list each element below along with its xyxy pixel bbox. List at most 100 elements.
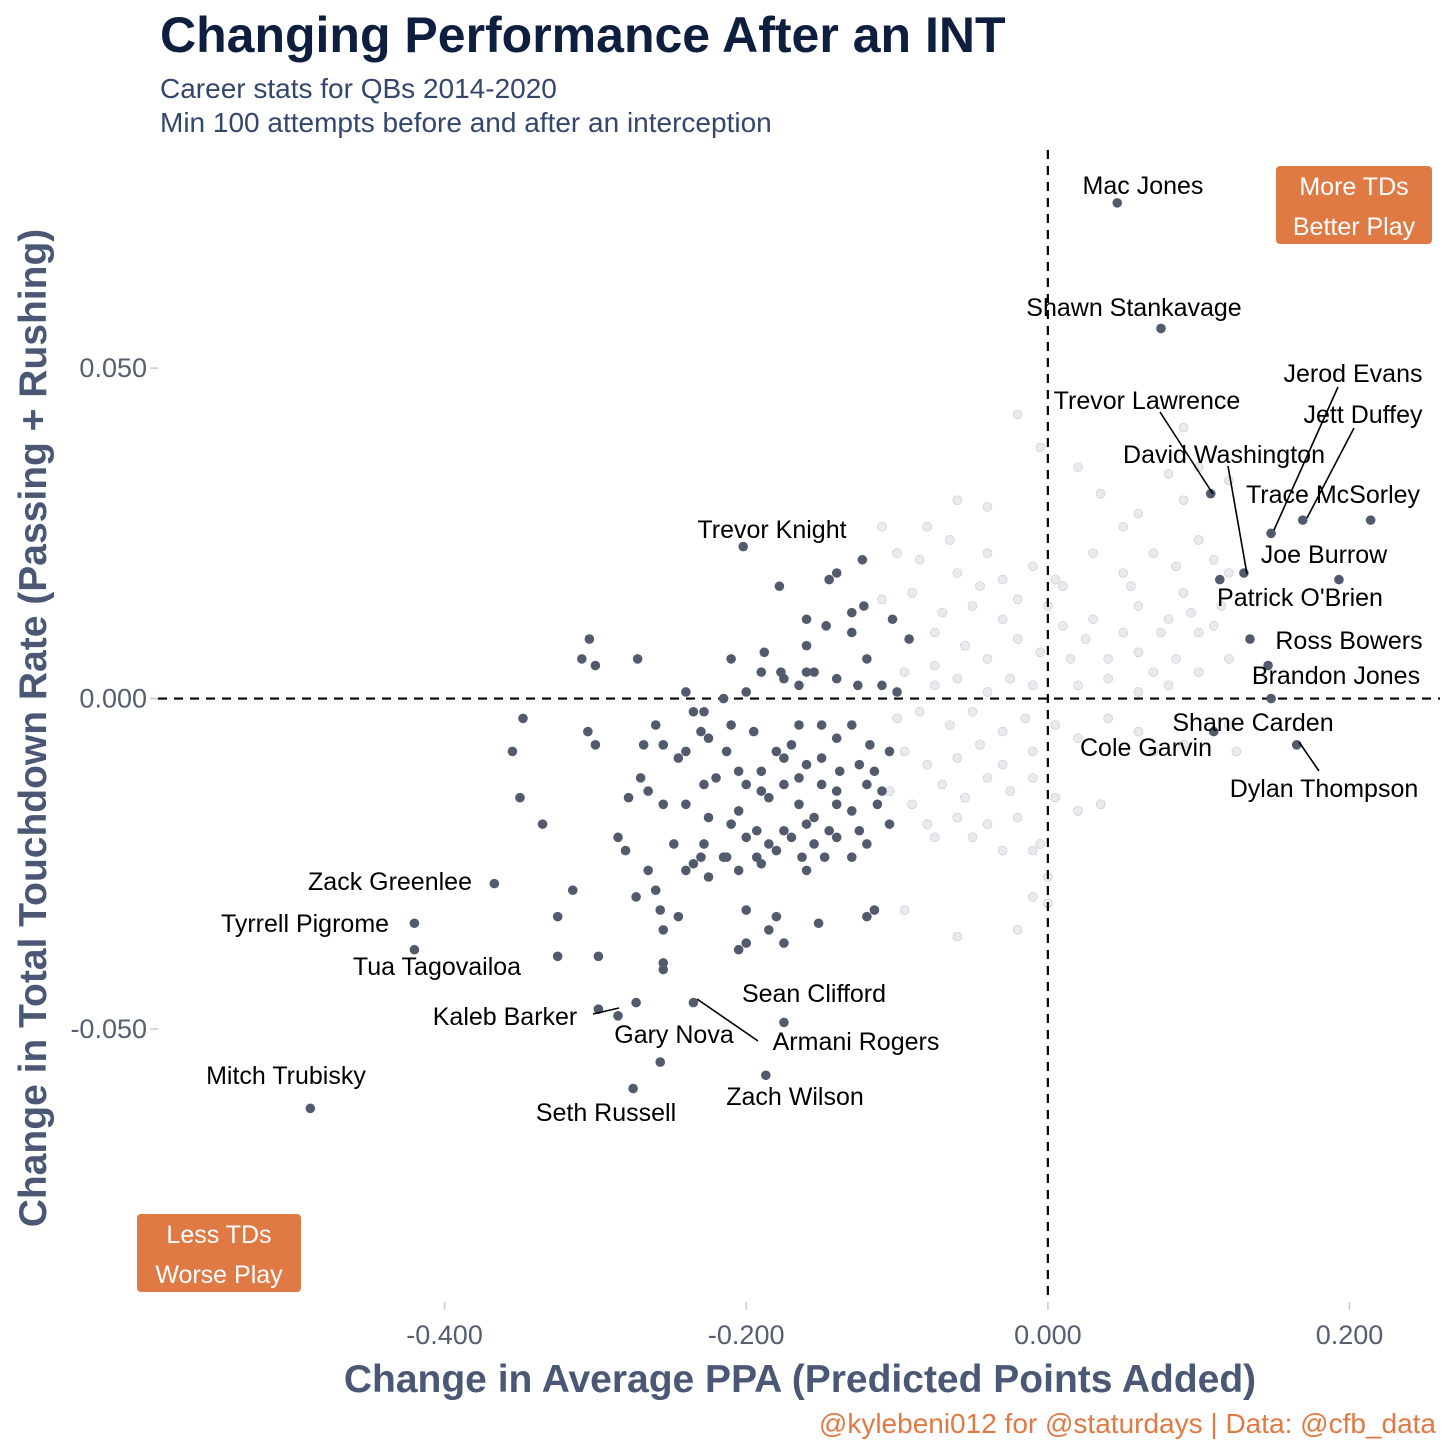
highlighted-point: [846, 806, 857, 816]
faded-point: [1148, 548, 1159, 558]
highlighted-point: [669, 839, 679, 849]
faded-point: [952, 812, 963, 823]
point-label: Seth Russell: [536, 1099, 676, 1127]
faded-point: [1216, 601, 1227, 611]
highlighted-point: [824, 574, 834, 585]
faded-point: [997, 726, 1008, 737]
faded-point: [1073, 462, 1083, 473]
label-leader-line: [1273, 386, 1339, 531]
point-label: Zack Greenlee: [308, 868, 472, 896]
highlighted-point: [774, 581, 785, 592]
point-label: Ross Bowers: [1275, 627, 1422, 655]
highlighted-point: [643, 865, 653, 876]
labeled-point: [613, 1011, 623, 1021]
faded-point: [1012, 812, 1023, 823]
highlighted-point: [699, 839, 709, 849]
highlighted-point: [846, 852, 857, 862]
highlighted-point: [658, 740, 669, 750]
quadrant-box-text: Less TDs: [166, 1221, 271, 1249]
highlighted-point: [779, 825, 789, 836]
highlighted-point: [537, 819, 548, 829]
y-tick-label: 0.000: [79, 684, 147, 714]
faded-point: [982, 773, 993, 783]
highlighted-point: [552, 951, 563, 962]
highlighted-point: [853, 680, 863, 691]
labeled-point: [628, 1083, 638, 1094]
highlighted-point: [857, 554, 868, 565]
highlighted-point: [801, 667, 812, 677]
highlighted-point: [846, 607, 857, 618]
highlighted-point: [877, 680, 887, 691]
faded-point: [1012, 594, 1023, 605]
highlighted-point: [515, 792, 525, 803]
point-label: Patrick O'Brien: [1217, 584, 1383, 612]
point-label: Jerod Evans: [1284, 360, 1423, 388]
faded-point: [945, 535, 955, 545]
faded-point: [1005, 673, 1015, 684]
highlighted-point: [862, 911, 872, 922]
y-tick-label: 0.050: [79, 353, 147, 383]
faded-point: [1178, 588, 1189, 598]
faded-point: [1193, 667, 1204, 677]
highlighted-point: [623, 792, 634, 803]
highlighted-point: [859, 601, 869, 611]
highlighted-point: [831, 799, 842, 810]
faded-point: [997, 759, 1008, 770]
highlighted-point: [869, 905, 880, 915]
quadrant-box-text: Better Play: [1293, 213, 1416, 241]
faded-point: [1171, 561, 1181, 572]
highlighted-point: [650, 885, 661, 896]
faded-point: [1118, 627, 1129, 638]
highlighted-point: [733, 944, 744, 955]
faded-point: [1126, 581, 1136, 592]
highlighted-point: [801, 819, 812, 829]
highlighted-point: [658, 799, 669, 810]
faded-point: [929, 680, 940, 691]
point-label: Dylan Thompson: [1230, 775, 1419, 803]
labeled-point: [1208, 726, 1219, 737]
highlighted-point: [771, 746, 782, 757]
faded-point: [907, 799, 917, 810]
faded-points-layer: [877, 409, 1242, 942]
highlighted-point: [816, 753, 827, 763]
highlighted-point: [794, 773, 804, 783]
point-label: Kaleb Barker: [433, 1003, 578, 1031]
faded-point: [952, 495, 963, 506]
point-label: Cole Garvin: [1080, 734, 1212, 762]
chart-caption: @kylebeni012 for @staturdays | Data: @cf…: [818, 1408, 1436, 1439]
faded-point: [945, 720, 955, 730]
faded-point: [982, 654, 993, 664]
highlighted-point: [779, 673, 789, 684]
faded-point: [929, 660, 940, 671]
highlighted-point: [884, 746, 895, 757]
highlighted-point: [741, 905, 752, 915]
faded-point: [1035, 839, 1046, 849]
faded-point: [1027, 680, 1038, 691]
highlighted-point: [696, 852, 706, 862]
point-label: Brandon Jones: [1252, 662, 1420, 690]
highlighted-point: [816, 720, 827, 730]
highlighted-point: [658, 964, 669, 975]
faded-point: [1133, 508, 1144, 519]
highlighted-point: [831, 832, 842, 843]
highlighted-point: [632, 654, 643, 664]
faded-point: [1156, 627, 1166, 638]
highlighted-point: [831, 733, 842, 744]
faded-point: [907, 588, 917, 598]
point-label: Gary Nova: [614, 1021, 734, 1049]
quadrant-boxes-layer: More TDs Better Play Less TDs Worse Play: [137, 166, 1432, 1292]
x-tick-label: -0.200: [708, 1320, 785, 1350]
faded-point: [1178, 495, 1189, 506]
faded-point: [1095, 799, 1106, 810]
highlighted-point: [748, 726, 759, 737]
faded-point: [1073, 680, 1083, 691]
highlighted-point: [831, 786, 842, 796]
highlighted-point: [655, 905, 666, 915]
highlighted-point: [751, 825, 762, 836]
highlighted-point: [872, 799, 883, 810]
highlighted-point: [696, 726, 706, 737]
highlighted-point: [801, 759, 812, 770]
point-label: Trevor Lawrence: [1054, 387, 1241, 415]
labeled-point: [1266, 693, 1276, 704]
faded-point: [929, 627, 940, 638]
